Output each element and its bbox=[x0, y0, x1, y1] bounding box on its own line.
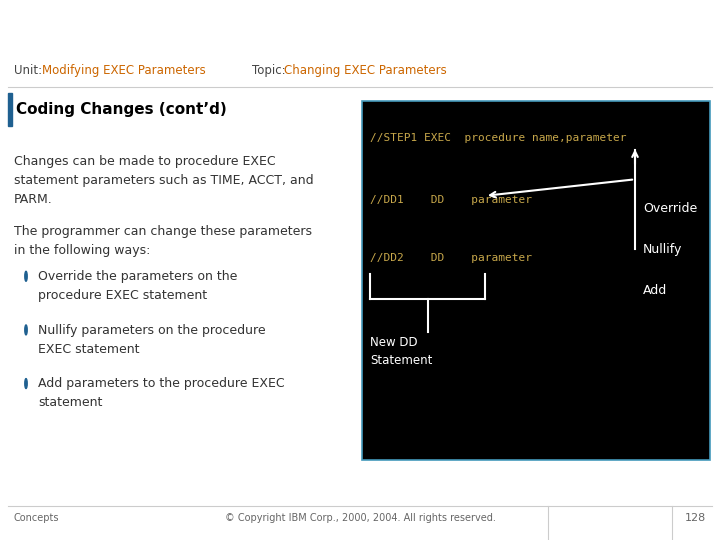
Text: //DD1    DD    parameter: //DD1 DD parameter bbox=[370, 195, 532, 205]
Bar bbox=[682, 28, 685, 31]
Text: New DD
Statement: New DD Statement bbox=[370, 336, 433, 367]
Circle shape bbox=[24, 379, 27, 388]
Text: Nullify: Nullify bbox=[643, 243, 683, 256]
Bar bbox=[692, 23, 696, 26]
Text: Modifying EXEC Parameters: Modifying EXEC Parameters bbox=[42, 64, 206, 77]
Text: Changes can be made to procedure EXEC
statement parameters such as TIME, ACCT, a: Changes can be made to procedure EXEC st… bbox=[14, 154, 314, 206]
Text: 128: 128 bbox=[685, 513, 706, 523]
Text: The programmer can change these parameters
in the following ways:: The programmer can change these paramete… bbox=[14, 225, 312, 256]
Text: Concepts: Concepts bbox=[14, 513, 60, 523]
Bar bbox=[692, 28, 696, 31]
Circle shape bbox=[24, 325, 27, 335]
Text: Changing EXEC Parameters: Changing EXEC Parameters bbox=[284, 64, 446, 77]
Text: //DD2    DD    parameter: //DD2 DD parameter bbox=[370, 253, 532, 262]
Bar bbox=[8, 93, 12, 126]
Text: Add parameters to the procedure EXEC
statement: Add parameters to the procedure EXEC sta… bbox=[38, 377, 284, 409]
Bar bbox=[687, 28, 690, 31]
Text: //STEP1 EXEC  procedure name,parameter: //STEP1 EXEC procedure name,parameter bbox=[370, 133, 626, 143]
Text: Override: Override bbox=[643, 202, 697, 215]
Text: Coding Changes (cont’d): Coding Changes (cont’d) bbox=[16, 102, 227, 117]
Bar bbox=[687, 23, 690, 26]
Bar bbox=[687, 33, 690, 36]
Bar bbox=[692, 33, 696, 36]
Circle shape bbox=[24, 271, 27, 281]
Bar bbox=[682, 33, 685, 36]
Text: © Copyright IBM Corp., 2000, 2004. All rights reserved.: © Copyright IBM Corp., 2000, 2004. All r… bbox=[225, 513, 495, 523]
Text: Topic:: Topic: bbox=[252, 64, 286, 77]
Text: Add: Add bbox=[643, 284, 667, 297]
Bar bbox=[682, 23, 685, 26]
Text: z/OS MVS JCL Introduction: z/OS MVS JCL Introduction bbox=[14, 20, 260, 38]
Text: Override the parameters on the
procedure EXEC statement: Override the parameters on the procedure… bbox=[38, 270, 238, 302]
Text: Unit:: Unit: bbox=[14, 64, 42, 77]
Bar bbox=[362, 101, 710, 460]
Text: Nullify parameters on the procedure
EXEC statement: Nullify parameters on the procedure EXEC… bbox=[38, 323, 266, 356]
